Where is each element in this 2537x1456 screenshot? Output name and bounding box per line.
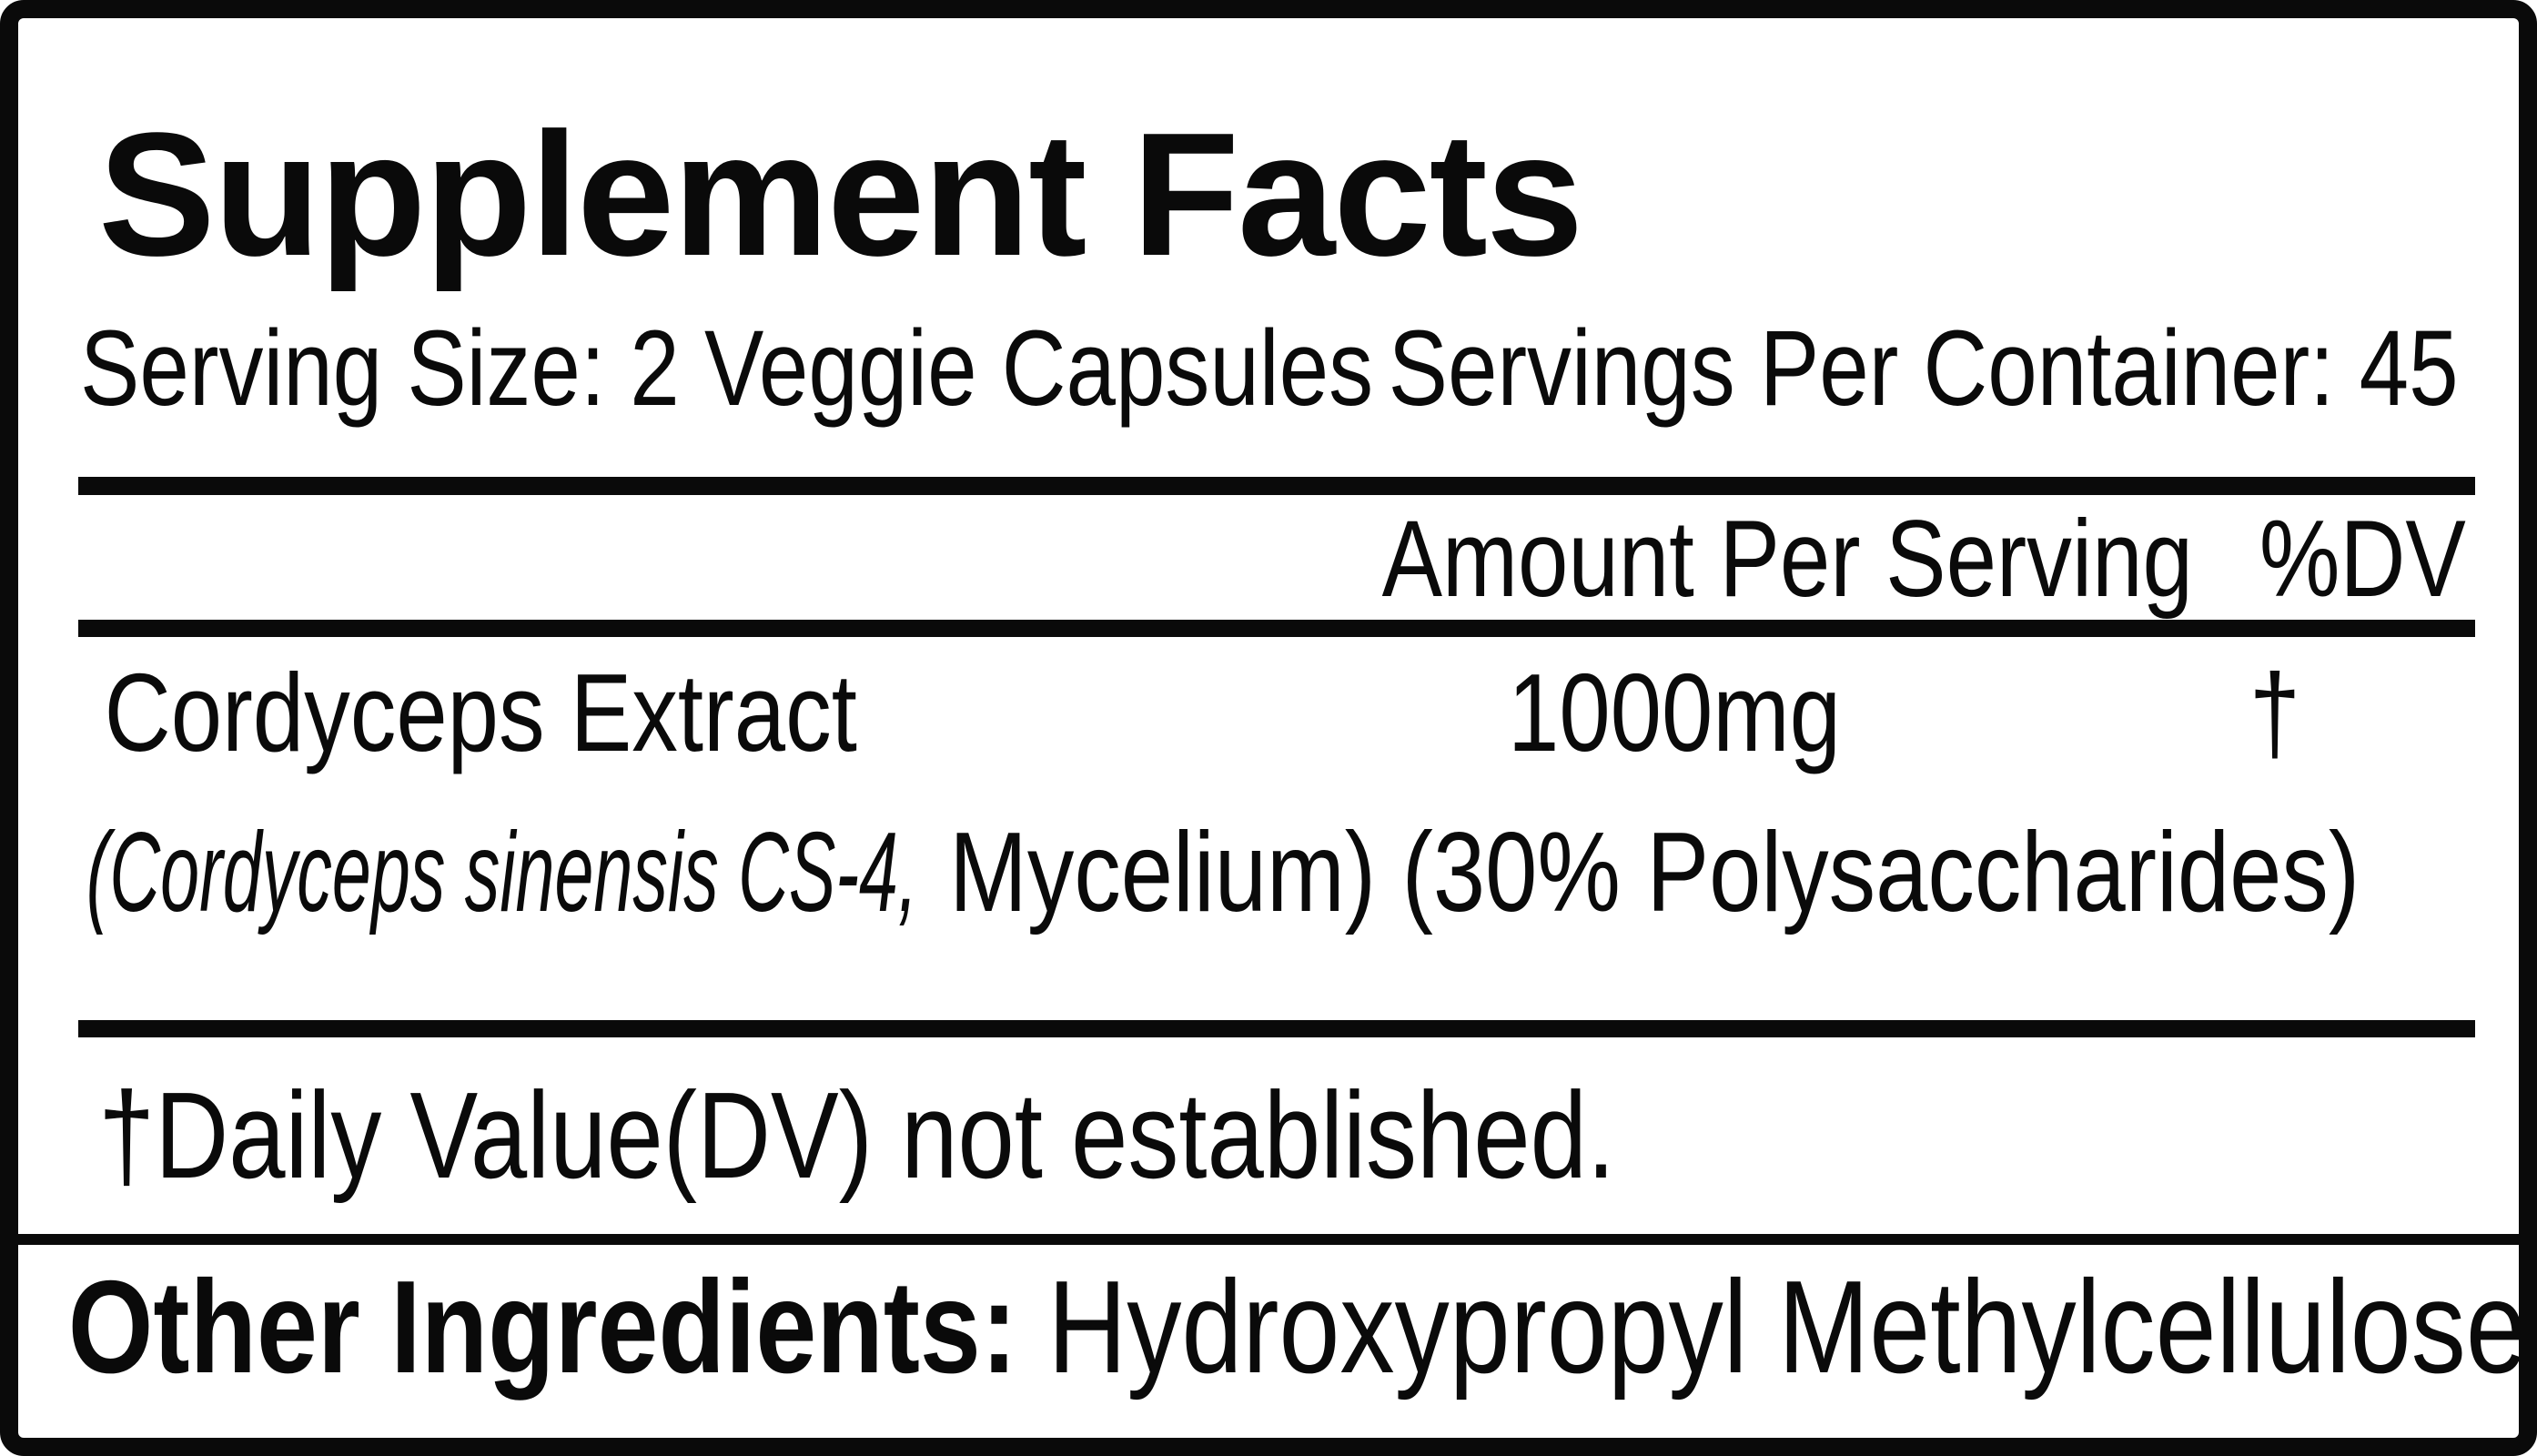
ingredient-row: Cordyceps Extract 1000mg †	[18, 657, 2519, 768]
other-ingredients-label: Other Ingredients:	[67, 1253, 1017, 1400]
ingredient-latin-name: (Cordyceps sinensis CS-4,	[86, 810, 918, 935]
thick-divider-top	[78, 477, 2475, 495]
thick-divider-header	[78, 620, 2475, 637]
serving-size-text: Serving Size: 2 Veggie Capsules	[80, 308, 1374, 429]
ingredient-detail-row: (Cordyceps sinensis CS-4, Mycelium) (30%…	[18, 816, 2519, 929]
servings-per-container-text: Servings Per Container: 45	[1388, 308, 2459, 429]
dv-footnote: †Daily Value(DV) not established.	[97, 1067, 1616, 1204]
ingredient-name: Cordyceps Extract	[104, 651, 857, 774]
other-ingredients-row: Other Ingredients: Hydroxypropyl Methylc…	[18, 1234, 2519, 1438]
serving-info-row: Serving Size: 2 Veggie Capsules Servings…	[18, 315, 2519, 422]
amount-per-serving-header: Amount Per Serving	[1381, 498, 2193, 620]
thick-divider-bottom	[78, 1020, 2475, 1037]
other-ingredients-value: Hydroxypropyl Methylcellulose	[1047, 1253, 2527, 1400]
ingredient-amount: 1000mg	[1508, 651, 1841, 774]
ingredient-dv-dagger: †	[2249, 651, 2301, 774]
column-header-row: Amount Per Serving %DV	[18, 504, 2519, 613]
panel-title: Supplement Facts	[98, 96, 1583, 292]
ingredient-detail-text: Mycelium) (30% Polysaccharides)	[949, 810, 2360, 935]
percent-dv-header: %DV	[2259, 498, 2466, 620]
